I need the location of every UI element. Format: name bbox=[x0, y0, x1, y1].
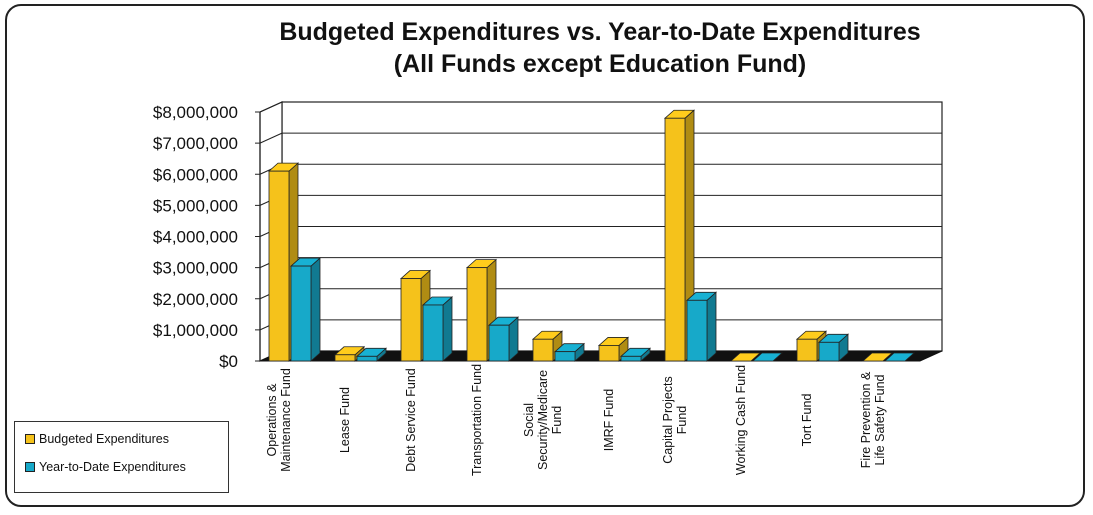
x-tick-label: Transportation Fund bbox=[470, 364, 484, 476]
bar-budgeted bbox=[729, 352, 762, 362]
bar-ytd bbox=[355, 347, 388, 362]
y-tick-label: $8,000,000 bbox=[153, 103, 238, 122]
x-tick-label: IMRF Fund bbox=[602, 389, 616, 452]
gridline-side bbox=[259, 101, 283, 113]
chart-subtitle: (All Funds except Education Fund) bbox=[393, 50, 807, 78]
y-tick-label: $2,000,000 bbox=[153, 290, 238, 309]
legend: Budgeted Expenditures Year-to-Date Expen… bbox=[14, 421, 229, 493]
bar-ytd bbox=[487, 316, 520, 362]
bar-budgeted bbox=[861, 352, 894, 362]
bar-ytd bbox=[289, 257, 322, 362]
x-tick-label: Lease Fund bbox=[338, 387, 352, 453]
bar-budgeted bbox=[267, 162, 300, 362]
bar-ytd bbox=[751, 352, 784, 362]
bar-ytd bbox=[883, 352, 916, 362]
legend-label-ytd: Year-to-Date Expenditures bbox=[39, 460, 186, 474]
bar-ytd bbox=[817, 333, 850, 362]
x-tick-label: Capital ProjectsFund bbox=[661, 376, 689, 464]
y-tick-label: $5,000,000 bbox=[153, 196, 238, 215]
x-tick-label: Debt Service Fund bbox=[404, 368, 418, 472]
chart-title: Budgeted Expenditures vs. Year-to-Date E… bbox=[279, 18, 921, 46]
y-tick-label: $0 bbox=[219, 352, 238, 371]
x-tick-label: SocialSecurity/MedicareFund bbox=[522, 370, 564, 470]
y-tick-label: $3,000,000 bbox=[153, 259, 238, 278]
y-tick-label: $4,000,000 bbox=[153, 228, 238, 247]
legend-label-budgeted: Budgeted Expenditures bbox=[39, 432, 169, 446]
x-tick-label: Working Cash Fund bbox=[734, 365, 748, 475]
x-tick-label: Fire Prevention &Life Safety Fund bbox=[859, 371, 887, 468]
y-tick-label: $1,000,000 bbox=[153, 321, 238, 340]
gridline-side bbox=[259, 132, 283, 144]
legend-swatch-ytd bbox=[25, 462, 35, 472]
bar-ytd bbox=[619, 347, 652, 362]
legend-swatch-budgeted bbox=[25, 434, 35, 444]
bar-ytd bbox=[421, 296, 454, 362]
x-tick-label: Operations &Maintenance Fund bbox=[265, 368, 293, 472]
x-tick-label: Tort Fund bbox=[800, 394, 814, 447]
y-tick-label: $6,000,000 bbox=[153, 165, 238, 184]
bar-ytd bbox=[553, 342, 586, 362]
y-tick-label: $7,000,000 bbox=[153, 134, 238, 153]
legend-item-ytd: Year-to-Date Expenditures bbox=[25, 460, 186, 474]
bar-ytd bbox=[685, 291, 718, 362]
legend-item-budgeted: Budgeted Expenditures bbox=[25, 432, 169, 446]
